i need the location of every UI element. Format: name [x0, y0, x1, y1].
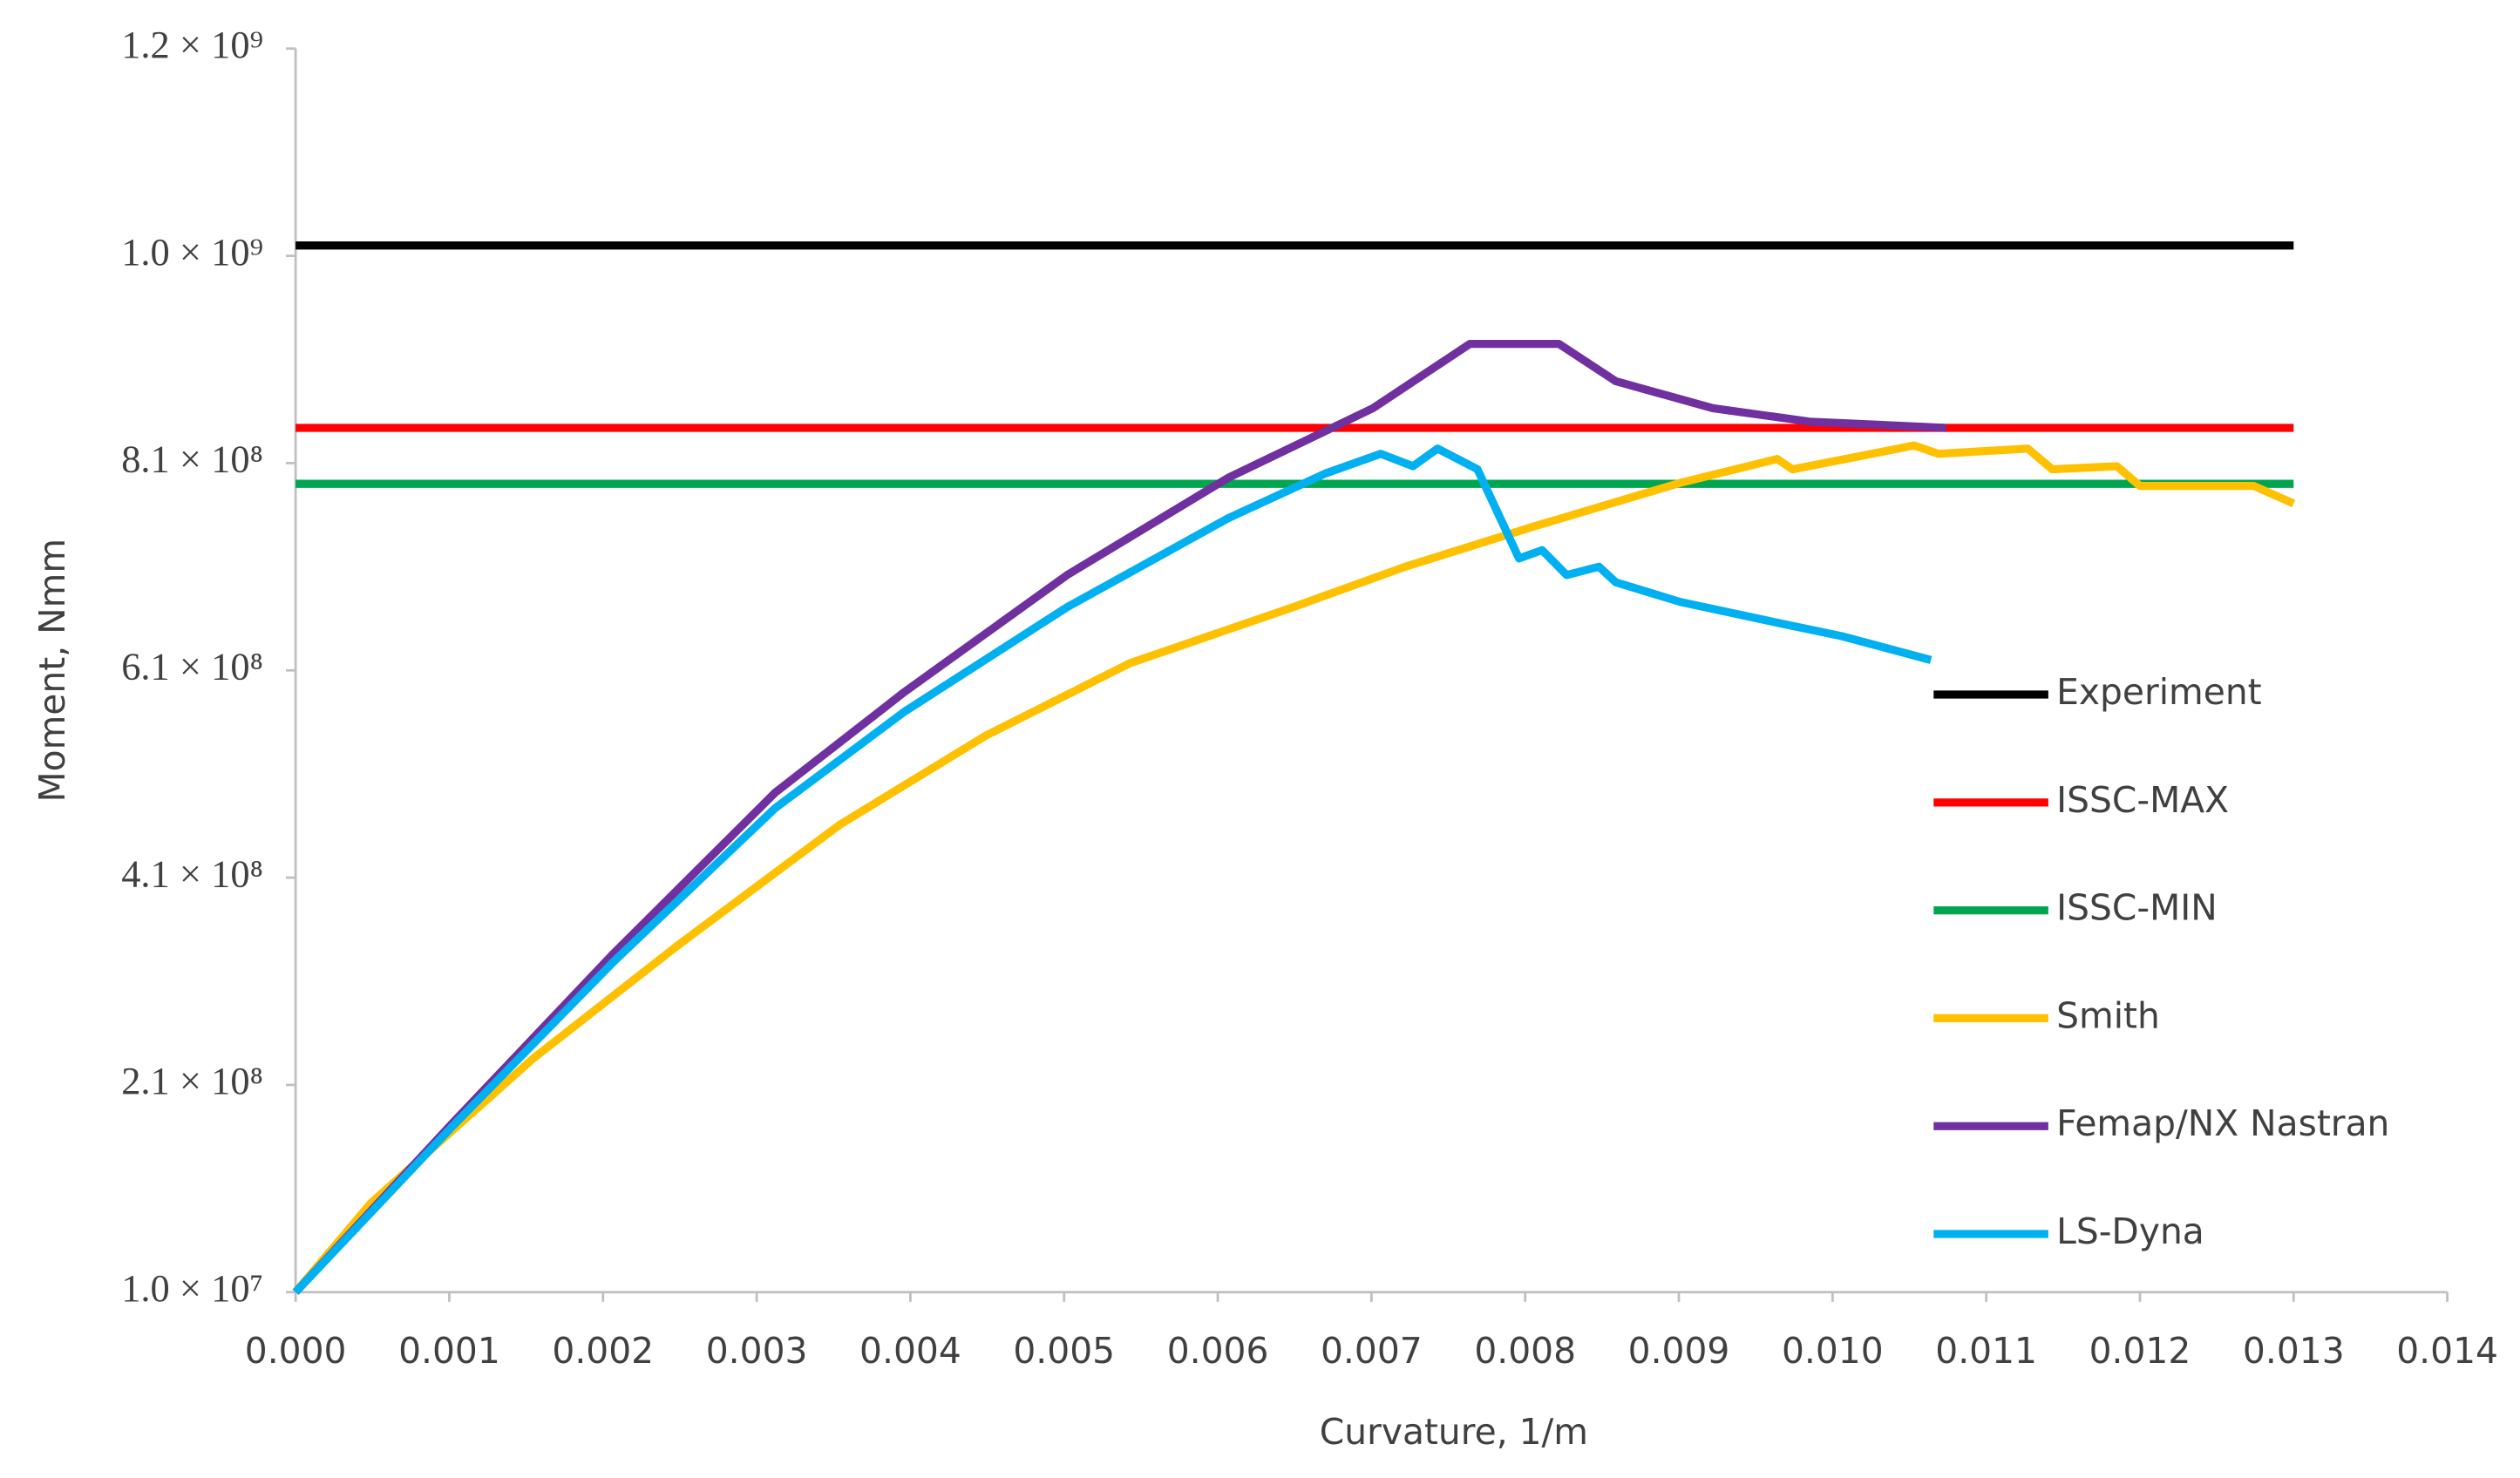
series-line — [292, 441, 2296, 1295]
x-tick-label: 0.000 — [245, 1330, 347, 1372]
x-tick-label: 0.012 — [2089, 1330, 2191, 1372]
x-tick-label: 0.013 — [2243, 1330, 2345, 1372]
y-tick-label: 2.1 × 10⁸ — [121, 1059, 263, 1102]
y-tick-label: 1.0 × 10⁹ — [121, 230, 263, 274]
x-tick-label: 0.001 — [398, 1330, 500, 1372]
x-tick-label: 0.009 — [1628, 1330, 1730, 1372]
x-tick-label: 0.014 — [2396, 1330, 2498, 1372]
x-axis-title: Curvature, 1/m — [1320, 1411, 1588, 1453]
series-line — [292, 340, 1947, 1295]
legend-label: Experiment — [2056, 671, 2262, 713]
legend-label: LS-Dyna — [2056, 1210, 2204, 1252]
y-tick-label: 4.1 × 10⁸ — [121, 851, 263, 895]
x-tick-label: 0.007 — [1321, 1330, 1423, 1372]
x-tick-label: 0.005 — [1013, 1330, 1115, 1372]
y-tick-label: 6.1 × 10⁸ — [121, 644, 263, 688]
legend-label: ISSC-MAX — [2056, 779, 2229, 821]
y-tick-label: 8.1 × 10⁸ — [121, 437, 263, 481]
x-tick-label: 0.010 — [1782, 1330, 1884, 1372]
y-axis-title: Moment, Nmm — [31, 539, 73, 803]
y-tick-label: 1.2 × 10⁹ — [121, 23, 263, 66]
x-tick-label: 0.003 — [706, 1330, 808, 1372]
series-line — [292, 444, 1932, 1295]
x-tick-label: 0.002 — [552, 1330, 654, 1372]
legend-label: ISSC-MIN — [2056, 887, 2218, 929]
y-tick-label: 1.0 × 10⁷ — [121, 1266, 263, 1310]
legend-label: Smith — [2056, 994, 2160, 1036]
x-tick-label: 0.011 — [1935, 1330, 2037, 1372]
x-tick-label: 0.006 — [1167, 1330, 1269, 1372]
x-tick-label: 0.008 — [1474, 1330, 1576, 1372]
legend-label: Femap/NX Nastran — [2056, 1102, 2389, 1144]
x-tick-label: 0.004 — [859, 1330, 961, 1372]
